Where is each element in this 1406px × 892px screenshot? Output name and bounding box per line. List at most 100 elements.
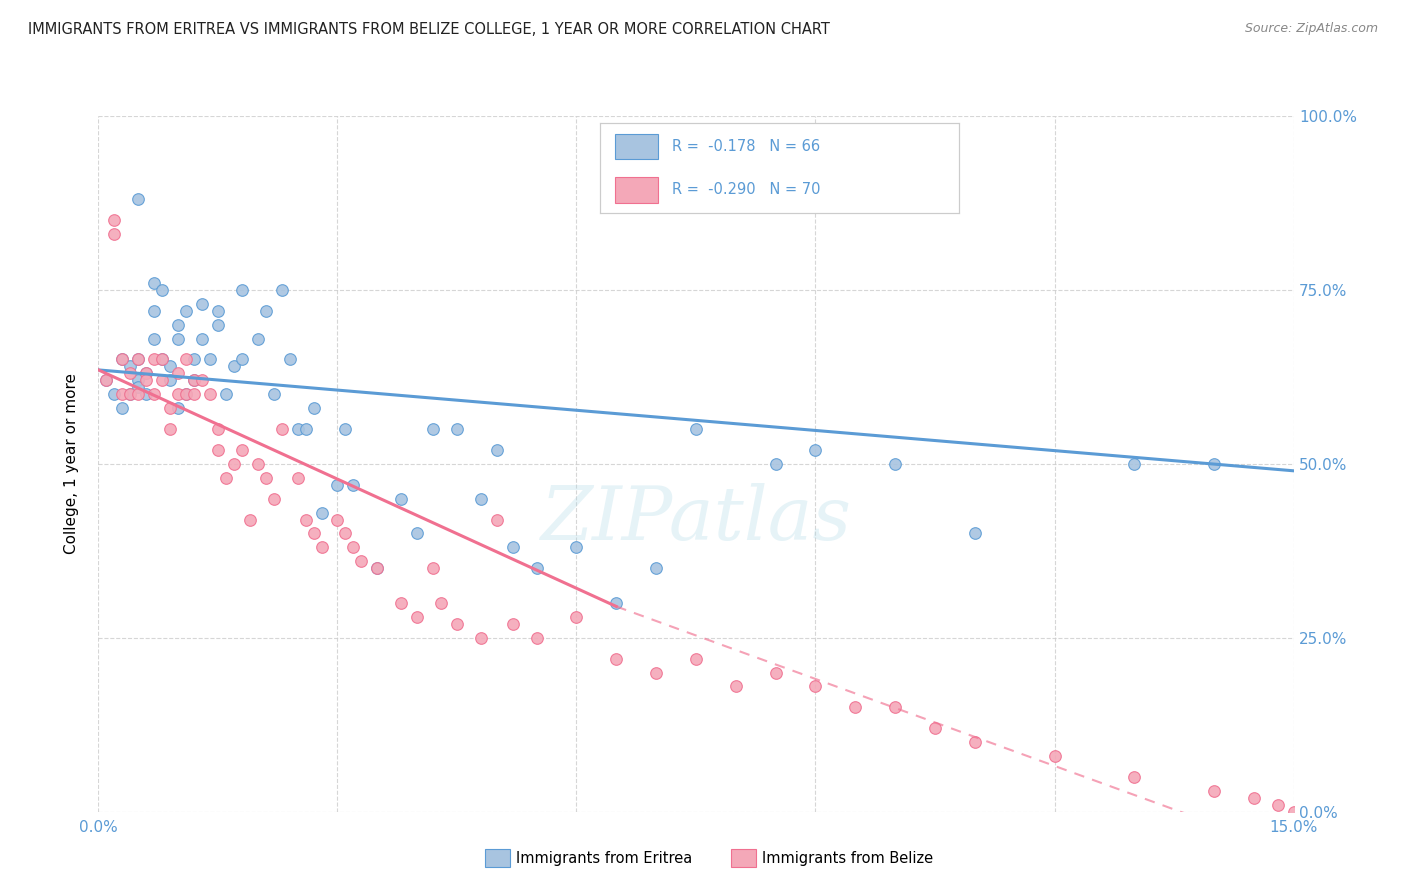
Point	[526, 631, 548, 645]
Point	[335, 526, 357, 541]
Point	[111, 387, 134, 401]
Point	[485, 512, 508, 526]
Point	[191, 373, 214, 387]
Point	[246, 332, 269, 346]
Point	[111, 352, 134, 367]
Point	[183, 373, 205, 387]
Point	[135, 367, 157, 381]
Point	[174, 387, 197, 401]
Point	[884, 457, 907, 471]
Point	[231, 442, 253, 457]
Point	[1123, 457, 1146, 471]
Point	[222, 359, 245, 374]
Point	[174, 303, 197, 318]
Point	[143, 352, 166, 367]
Point	[326, 477, 349, 491]
Point	[526, 561, 548, 575]
Point	[231, 283, 253, 297]
Point	[135, 367, 157, 381]
Point	[143, 387, 166, 401]
Point	[470, 491, 492, 506]
Point	[96, 373, 118, 387]
Point	[645, 561, 668, 575]
Point	[150, 283, 173, 297]
Point	[198, 387, 221, 401]
Point	[1043, 749, 1066, 764]
Y-axis label: College, 1 year or more: College, 1 year or more	[65, 374, 79, 554]
Point	[96, 373, 118, 387]
Point	[311, 506, 333, 520]
Point	[111, 401, 134, 416]
Point	[198, 352, 221, 367]
Point	[150, 352, 173, 367]
Point	[406, 526, 429, 541]
Point	[1123, 770, 1146, 784]
Point	[167, 367, 190, 381]
Point	[207, 318, 229, 332]
Point	[159, 422, 181, 436]
Point	[127, 380, 149, 394]
Point	[167, 332, 190, 346]
Point	[963, 735, 986, 749]
Point	[1282, 805, 1305, 819]
Point	[143, 303, 166, 318]
Point	[159, 401, 181, 416]
Point	[645, 665, 668, 680]
Point	[342, 541, 364, 555]
Point	[270, 422, 292, 436]
Point	[246, 457, 269, 471]
Point	[446, 616, 468, 631]
Point	[294, 512, 316, 526]
Point	[174, 352, 197, 367]
Point	[207, 303, 229, 318]
Point	[207, 422, 229, 436]
Point	[127, 352, 149, 367]
Text: Immigrants from Belize: Immigrants from Belize	[762, 851, 934, 865]
Point	[215, 471, 238, 485]
Text: Immigrants from Eritrea: Immigrants from Eritrea	[516, 851, 692, 865]
Point	[1243, 790, 1265, 805]
Point	[120, 387, 142, 401]
Text: Source: ZipAtlas.com: Source: ZipAtlas.com	[1244, 22, 1378, 36]
Point	[231, 352, 253, 367]
Point	[254, 471, 277, 485]
Point	[685, 651, 707, 665]
Point	[159, 373, 181, 387]
Point	[183, 387, 205, 401]
Point	[406, 610, 429, 624]
Point	[1267, 797, 1289, 812]
Point	[263, 387, 285, 401]
Point	[470, 631, 492, 645]
Point	[605, 596, 627, 610]
Point	[605, 651, 627, 665]
Point	[143, 332, 166, 346]
Point	[294, 422, 316, 436]
Point	[159, 359, 181, 374]
Point	[844, 700, 866, 714]
Point	[350, 554, 373, 568]
Point	[183, 352, 205, 367]
Point	[389, 596, 412, 610]
Point	[326, 512, 349, 526]
Point	[222, 457, 245, 471]
Point	[565, 610, 588, 624]
Point	[335, 422, 357, 436]
Point	[191, 332, 214, 346]
Point	[287, 471, 309, 485]
Point	[804, 680, 827, 694]
Point	[278, 352, 301, 367]
Point	[183, 373, 205, 387]
Point	[924, 721, 946, 735]
Point	[502, 616, 524, 631]
Text: ZIPatlas: ZIPatlas	[540, 483, 852, 556]
Point	[342, 477, 364, 491]
Point	[302, 526, 325, 541]
Point	[485, 442, 508, 457]
Point	[167, 318, 190, 332]
Point	[366, 561, 388, 575]
Point	[150, 373, 173, 387]
Point	[135, 387, 157, 401]
Point	[270, 283, 292, 297]
Point	[422, 422, 444, 436]
Point	[884, 700, 907, 714]
